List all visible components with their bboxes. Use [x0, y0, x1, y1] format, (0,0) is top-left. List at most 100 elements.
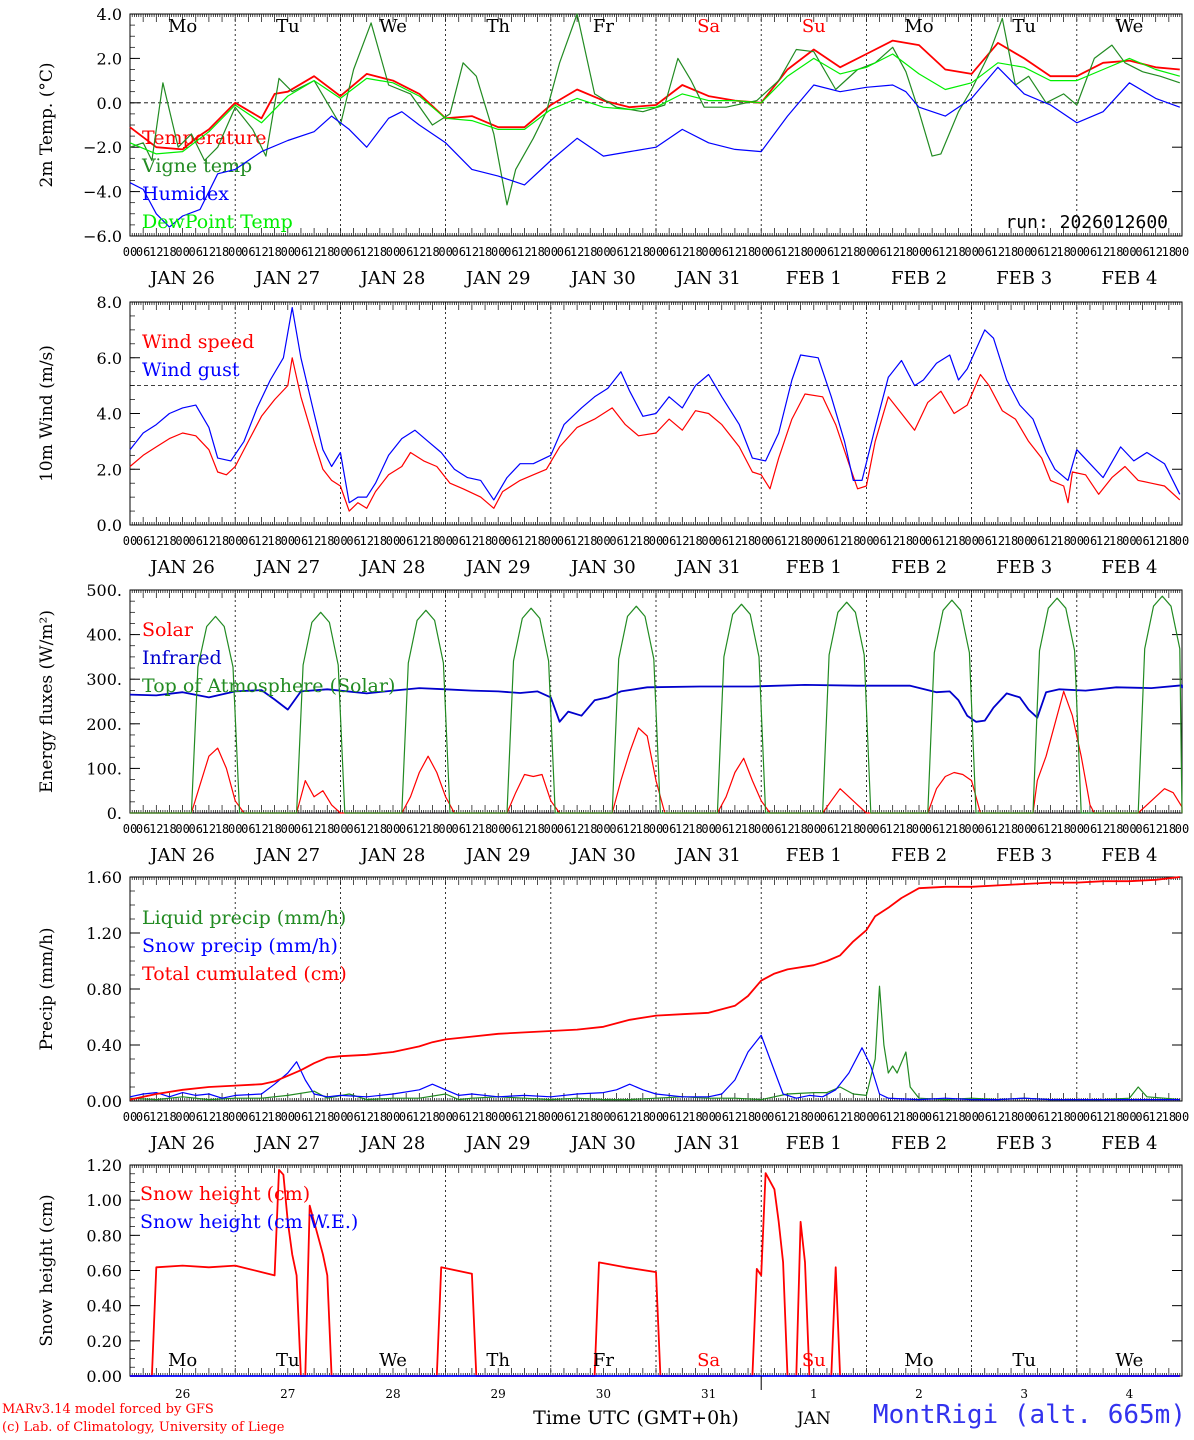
y-tick-label: 1.20 [86, 924, 122, 943]
x-hour-label: 06 [767, 1110, 781, 1124]
x-date-label: JAN 28 [359, 845, 426, 866]
x-hour-label: 18 [741, 534, 755, 548]
x-hour-label: 18 [530, 822, 544, 836]
x-hour-label: 18 [1004, 822, 1018, 836]
y-tick-label: 2.0 [97, 49, 122, 68]
x-hour-label: 06 [872, 534, 886, 548]
x-hour-label: 12 [149, 822, 163, 836]
x-hour-label: 00 [1122, 245, 1136, 259]
legend-entry: Snow precip (mm/h) [142, 935, 338, 957]
x-hour-label: 06 [189, 534, 203, 548]
series-line-wind-speed [129, 357, 1181, 512]
x-hour-label: 18 [530, 534, 544, 548]
legend-entry: Wind gust [142, 359, 240, 381]
y-tick-label: 4.0 [97, 5, 122, 24]
x-hour-label: 12 [833, 245, 847, 259]
x-hour-label: 00 [386, 245, 400, 259]
x-hour-label: 06 [399, 534, 413, 548]
x-hour-label: 12 [938, 822, 952, 836]
x-hour-label: 06 [978, 822, 992, 836]
x-hour-label: 12 [149, 1110, 163, 1124]
x-date-label: FEB 2 [891, 845, 947, 866]
x-hour-label: 06 [715, 1110, 729, 1124]
x-hour-label: 00 [912, 534, 926, 548]
x-hour-label: 18 [636, 534, 650, 548]
x-hour-label: 18 [583, 822, 597, 836]
x-hour-label: 18 [1109, 245, 1123, 259]
x-date-label: FEB 3 [996, 1133, 1052, 1154]
x-hour-label: 00 [596, 245, 610, 259]
x-hour-label: 06 [346, 245, 360, 259]
x-hour-label: 18 [899, 822, 913, 836]
x-hour-label: 12 [465, 822, 479, 836]
x-hour-label: 18 [373, 534, 387, 548]
x-hour-label: 06 [346, 534, 360, 548]
day-of-week-label: Tu [276, 16, 300, 37]
x-hour-label: 12 [254, 534, 268, 548]
x-hour-label: 12 [780, 245, 794, 259]
x-hour-label: 00 [175, 534, 189, 548]
x-hour-label: 06 [662, 534, 676, 548]
y-tick-label: 0.40 [86, 1036, 122, 1055]
y-tick-label: 1.60 [86, 868, 122, 887]
x-hour-label: 00 [438, 534, 452, 548]
x-date-label: FEB 3 [996, 557, 1052, 578]
x-hour-label: 12 [622, 822, 636, 836]
x-hour-label: 00 [912, 822, 926, 836]
x-hour-label: 00 [544, 822, 558, 836]
x-hour-label: 06 [715, 822, 729, 836]
x-date-label: JAN 31 [674, 845, 741, 866]
x-hour-label: 12 [728, 822, 742, 836]
x-hour-label: 00 [333, 822, 347, 836]
x-hour-label: 12 [1043, 245, 1057, 259]
x-hour-label: 18 [162, 245, 176, 259]
x-hour-label: 00 [1175, 534, 1189, 548]
x-hour-label: 06 [1030, 245, 1044, 259]
x-hour-label: 12 [991, 534, 1005, 548]
x-hour-label: 18 [1109, 822, 1123, 836]
x-hour-label: 06 [346, 822, 360, 836]
x-hour-label: 00 [281, 1110, 295, 1124]
x-hour-label: 12 [517, 822, 531, 836]
x-hour-label: 00 [228, 245, 242, 259]
x-date-label: JAN 29 [464, 557, 531, 578]
y-axis-label: 10m Wind (m/s) [37, 345, 57, 482]
x-hour-label: 12 [254, 1110, 268, 1124]
x-hour-label: 06 [872, 245, 886, 259]
x-hour-label: 06 [241, 534, 255, 548]
x-hour-label: 18 [162, 822, 176, 836]
x-hour-label: 06 [294, 534, 308, 548]
legend-entry: Vigne temp [141, 155, 252, 177]
x-hour-label: 06 [452, 1110, 466, 1124]
x-hour-label: 12 [991, 1110, 1005, 1124]
series-line-infrared [129, 684, 1183, 723]
x-date-label: FEB 4 [1101, 845, 1157, 866]
x-hour-label: 00 [754, 1110, 768, 1124]
series-line-liquid-precip-mm-h- [129, 985, 1180, 1101]
day-of-week-label: Su [802, 16, 826, 37]
day-of-week-label: We [1116, 16, 1144, 37]
x-hour-label: 06 [452, 822, 466, 836]
series-line-snow-precip-mm-h- [129, 1034, 1180, 1101]
x-hour-label: 06 [136, 822, 150, 836]
series-line-top-of-atmosphere-solar- [130, 595, 1183, 814]
x-hour-label: 06 [978, 245, 992, 259]
x-hour-label: 12 [780, 822, 794, 836]
x-date-label: FEB 2 [891, 557, 947, 578]
x-hour-label: 00 [701, 1110, 715, 1124]
x-hour-label: 06 [399, 245, 413, 259]
x-date-label: JAN 27 [254, 1133, 321, 1154]
x-hour-label: 00 [386, 822, 400, 836]
x-hour-label: 06 [189, 822, 203, 836]
legend-entry: Humidex [142, 183, 229, 205]
x-date-label: JAN 27 [254, 557, 321, 578]
x-hour-label: 00 [175, 822, 189, 836]
x-date-label: JAN 30 [569, 268, 636, 289]
x-hour-label: 06 [452, 245, 466, 259]
x-hour-label: 18 [1109, 1110, 1123, 1124]
x-hour-label: 06 [557, 822, 571, 836]
x-hour-label: 12 [1096, 534, 1110, 548]
x-date-label: JAN 26 [148, 845, 215, 866]
y-axis-label: Precip (mm/h) [37, 927, 57, 1050]
